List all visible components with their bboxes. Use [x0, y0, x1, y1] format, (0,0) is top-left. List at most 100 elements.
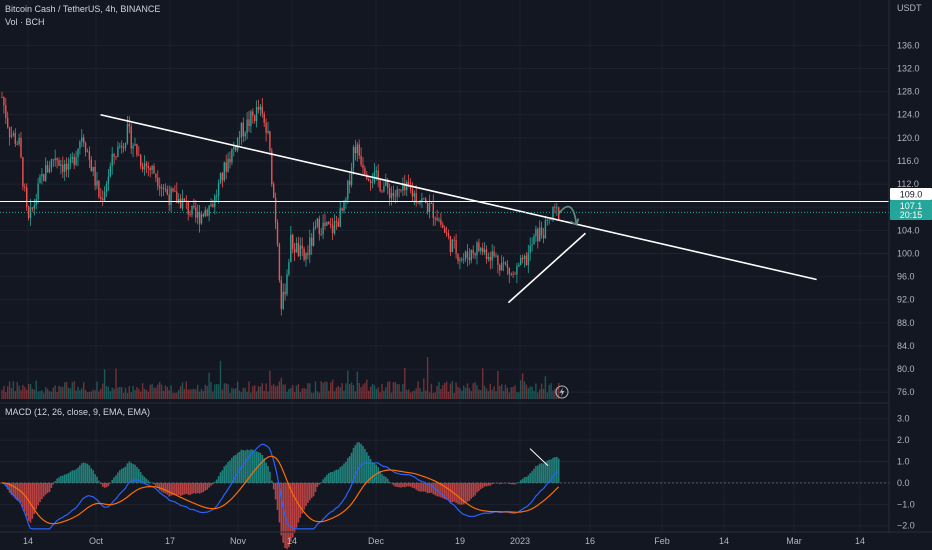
candle-body	[71, 156, 73, 159]
volume-bar	[400, 391, 402, 399]
volume-bar	[50, 391, 53, 399]
volume-bar	[18, 385, 20, 399]
macd-histogram-bar	[404, 482, 406, 488]
candles[interactable]	[1, 91, 560, 316]
macd-histogram-bar	[48, 482, 51, 492]
macd-histogram-bar	[499, 482, 501, 485]
candle-body	[219, 172, 222, 184]
rising-trendline[interactable]	[507, 232, 587, 304]
candle-body	[109, 166, 111, 177]
macd-histogram-bar	[385, 476, 387, 483]
curved-arrow-icon[interactable]	[558, 205, 578, 225]
time-axis[interactable]: 14 Oct 17 Nov 14 Dec 19 2023 16 Feb 14 Mar 14	[23, 536, 865, 546]
candle-body	[204, 209, 206, 217]
volume-bar	[5, 392, 7, 399]
macd-histogram-bar	[449, 482, 452, 503]
candle-body	[31, 207, 34, 209]
candle-body	[159, 186, 161, 189]
macd-histogram-bar	[176, 482, 178, 496]
macd-histogram-bar	[537, 465, 539, 483]
candle-body	[533, 236, 535, 245]
price-axis[interactable]: 136.0132.0128.0124.0120.0116.0112.0108.0…	[897, 40, 920, 397]
macd-axis[interactable]: 3.0 2.0 1.0 0.0 −1.0 −2.0	[897, 414, 915, 531]
macd-histogram-bar	[512, 482, 514, 485]
candle-body	[269, 131, 271, 151]
lightning-icon[interactable]	[555, 385, 569, 399]
macd-trendline[interactable]	[529, 448, 549, 467]
candle-body	[546, 219, 548, 221]
volume-bar	[464, 387, 467, 399]
macd-histogram-bar	[430, 482, 433, 493]
volume-bar	[149, 384, 151, 399]
macd-histogram-bar	[379, 470, 381, 483]
volume-bar	[210, 382, 212, 399]
candle-body	[98, 180, 100, 197]
candle-body	[143, 163, 146, 170]
candle-body	[73, 156, 75, 165]
candle-body	[493, 251, 495, 257]
volume-bar	[487, 391, 490, 399]
candle-body	[404, 183, 406, 191]
macd-histogram-bar	[371, 462, 374, 483]
candle-body	[282, 291, 284, 309]
volume-bar	[514, 385, 516, 399]
candle-body	[229, 158, 231, 163]
candle-body	[265, 122, 267, 133]
volume-bar	[421, 391, 423, 399]
candle-body	[259, 106, 262, 110]
candle-body	[415, 193, 417, 203]
drawings[interactable]	[0, 113, 889, 467]
macd-histogram-bar	[234, 454, 237, 483]
volume-bar	[318, 392, 320, 399]
candle-body	[267, 131, 269, 133]
descending-trendline[interactable]	[100, 113, 817, 281]
time-tick-label: Oct	[89, 536, 104, 546]
candle-body	[22, 157, 24, 187]
candle-body	[497, 255, 499, 265]
candle-body	[480, 247, 482, 252]
macd-histogram-bar	[301, 482, 303, 514]
volume-bar	[406, 389, 408, 399]
macd-histogram-bar	[468, 482, 471, 501]
volume-bar	[445, 381, 448, 399]
volume-bar	[214, 384, 216, 399]
macd-histogram-bar	[215, 479, 218, 483]
macd-histogram-bar	[107, 482, 110, 487]
volume-bar	[552, 390, 554, 399]
macd-histogram-bar	[143, 476, 146, 483]
candle-body	[383, 186, 385, 192]
volume-bar	[46, 388, 49, 399]
macd-histogram-bar	[462, 482, 465, 505]
volume-bar	[457, 386, 459, 399]
volume-bar	[273, 383, 275, 399]
macd-histogram-bar	[259, 452, 262, 483]
volume-bar	[250, 392, 252, 399]
candle-body	[121, 145, 123, 148]
macd-histogram-bar	[37, 482, 39, 506]
macd-histogram-bar	[466, 482, 469, 502]
macd-histogram-bar	[73, 470, 75, 483]
macd-histogram-bar	[56, 478, 58, 483]
candle-body	[178, 198, 180, 203]
volume-legend[interactable]: Vol · BCH	[5, 17, 45, 27]
time-tick-label: 16	[585, 536, 595, 546]
candle-body	[535, 229, 537, 237]
macd-histogram-bar	[500, 482, 503, 484]
macd-histogram-bar	[225, 464, 227, 483]
symbol-title[interactable]: Bitcoin Cash / TetherUS, 4h, BINANCE	[5, 4, 161, 14]
macd-legend[interactable]: MACD (12, 26, close, 9, EMA, EMA)	[5, 407, 151, 417]
candle-body	[132, 145, 134, 149]
volume-bar	[320, 381, 322, 399]
volume-bar	[396, 384, 398, 399]
volume-bar	[438, 381, 440, 399]
macd-histogram-bar	[407, 482, 410, 487]
candle-body	[172, 188, 174, 192]
macd-tick-label: −1.0	[897, 499, 915, 509]
volume-bar	[39, 391, 41, 399]
candle-body	[43, 174, 45, 181]
candle-body	[297, 242, 300, 256]
candle-body	[449, 236, 452, 253]
macd-histogram-bar	[88, 465, 91, 483]
candle-body	[33, 205, 35, 209]
